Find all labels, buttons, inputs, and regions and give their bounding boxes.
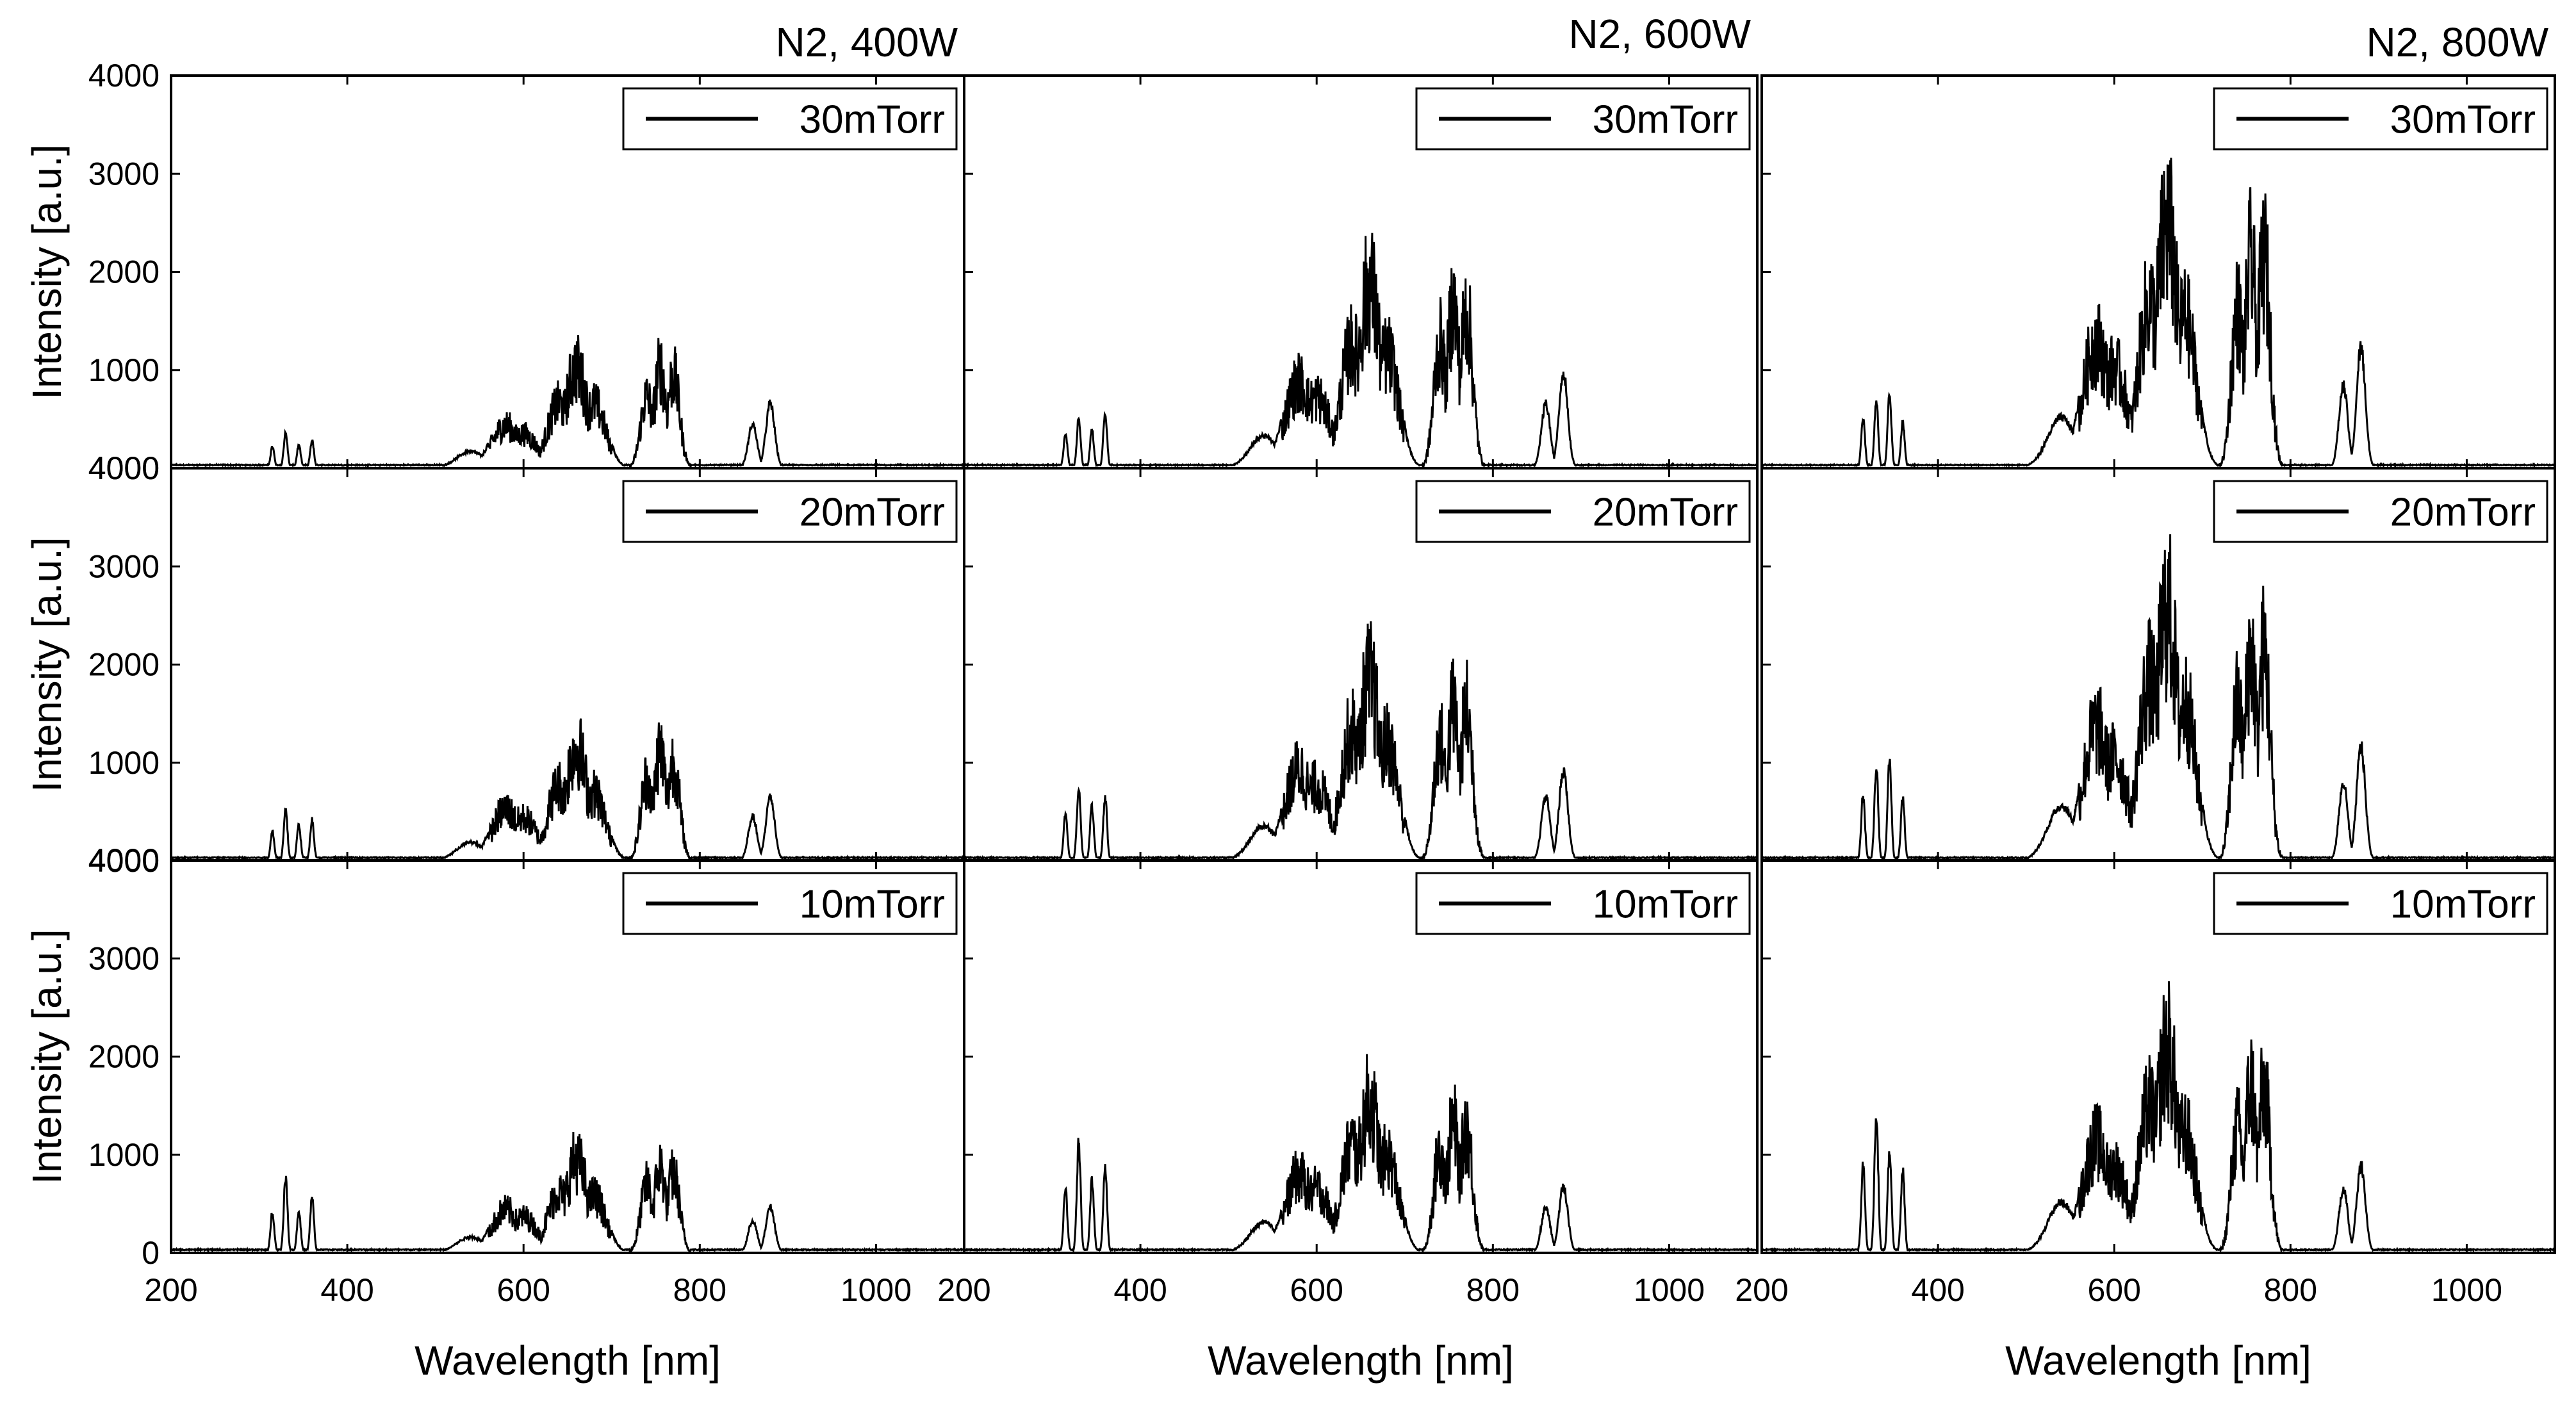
spectrum-line <box>963 233 1758 470</box>
x-tick-label: 600 <box>2088 1272 2141 1308</box>
x-axis-label: Wavelength [nm] <box>1208 1337 1514 1384</box>
panel-600W-20mTorr: 20mTorr <box>963 467 1759 862</box>
panel-800W-30mTorr: 30mTorr <box>1760 74 2556 470</box>
legend-label: 30mTorr <box>1593 98 1738 142</box>
y-tick-label: 4000 <box>88 842 160 878</box>
y-axis-label: Intensity [a.u.] <box>24 144 70 399</box>
spectrum-line <box>964 621 1759 862</box>
y-tick-label: 1000 <box>88 1137 160 1173</box>
spectrum-line <box>1761 981 2556 1254</box>
panel-title: N2, 600W <box>1568 11 1751 57</box>
spectrum-line <box>170 335 964 469</box>
y-tick-label: 3000 <box>88 940 160 976</box>
legend-label: 10mTorr <box>1593 883 1738 927</box>
legend-box <box>1415 87 1751 151</box>
x-tick-label: 600 <box>497 1272 550 1308</box>
y-tick-label: 4000 <box>88 450 160 486</box>
x-tick-label: 400 <box>1911 1272 1964 1308</box>
y-tick-label: 1000 <box>88 745 160 781</box>
panel-600W-10mTorr: 10mTorr <box>963 859 1759 1255</box>
x-tick-label: 400 <box>320 1272 373 1308</box>
y-tick-label: 4000 <box>88 58 160 94</box>
panel-800W-20mTorr: 20mTorr <box>1760 467 2556 862</box>
panel-400W-10mTorr: 10mTorr <box>170 859 965 1254</box>
legend-label: 20mTorr <box>2390 491 2536 535</box>
x-axis-label: Wavelength [nm] <box>2005 1337 2311 1384</box>
spectrum-line <box>170 1131 965 1253</box>
x-tick-label: 800 <box>2264 1272 2317 1308</box>
x-tick-label: 1000 <box>2431 1272 2502 1308</box>
legend-label: 30mTorr <box>800 98 945 142</box>
spectrum-line <box>1761 534 2555 862</box>
y-tick-label: 1000 <box>88 352 160 388</box>
legend-label: 30mTorr <box>2390 98 2536 142</box>
spectrum-line <box>170 718 965 862</box>
x-axis-label: Wavelength [nm] <box>414 1337 721 1384</box>
x-tick-label: 600 <box>1290 1272 1343 1308</box>
x-tick-label: 200 <box>1735 1272 1788 1308</box>
x-tick-label: 200 <box>937 1272 990 1308</box>
y-tick-label: 0 <box>142 1235 160 1271</box>
y-axis-label: Intensity [a.u.] <box>24 537 70 792</box>
legend-label: 20mTorr <box>1593 491 1738 535</box>
y-tick-label: 2000 <box>88 647 160 683</box>
y-tick-label: 2000 <box>88 1039 160 1075</box>
legend-label: 10mTorr <box>2390 883 2536 927</box>
x-tick-label: 1000 <box>841 1272 912 1308</box>
x-tick-label: 1000 <box>1634 1272 1705 1308</box>
panel-400W-30mTorr: 30mTorr <box>170 74 965 470</box>
y-tick-label: 2000 <box>88 254 160 290</box>
legend-label: 10mTorr <box>800 883 945 927</box>
panel-800W-10mTorr: 10mTorr <box>1760 859 2556 1254</box>
x-tick-label: 200 <box>144 1272 197 1308</box>
panel-title: N2, 800W <box>2366 19 2548 65</box>
x-tick-label: 800 <box>1466 1272 1520 1308</box>
spectrum-line <box>963 1054 1759 1255</box>
spectrum-line <box>1761 158 2555 468</box>
x-tick-label: 400 <box>1113 1272 1167 1308</box>
panel-400W-20mTorr: 20mTorr <box>170 467 965 862</box>
panel-600W-30mTorr: 30mTorr <box>963 74 1759 470</box>
y-axis-label: Intensity [a.u.] <box>24 929 70 1184</box>
panel-title: N2, 400W <box>775 19 958 65</box>
y-tick-label: 3000 <box>88 548 160 584</box>
y-tick-label: 4000 <box>88 843 160 879</box>
y-tick-label: 3000 <box>88 156 160 192</box>
x-tick-label: 800 <box>673 1272 726 1308</box>
y-tick-label: 4000 <box>88 450 160 486</box>
legend-label: 20mTorr <box>800 491 945 535</box>
